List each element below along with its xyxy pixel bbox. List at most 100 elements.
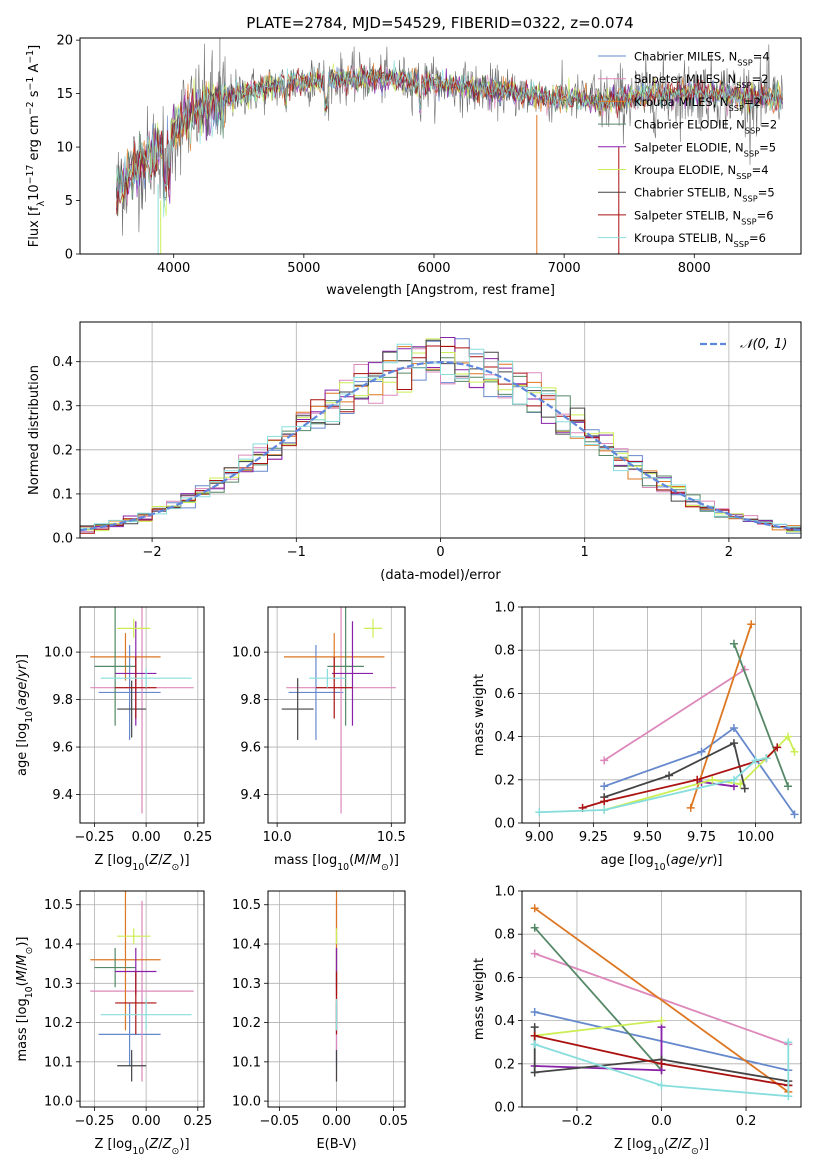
y-tick-label: 10.3 [232, 977, 261, 992]
weight-series [689, 624, 753, 809]
weight-marker [773, 743, 782, 752]
z-axis-label: Z [log10(Z/Z⊙)] [94, 1137, 189, 1157]
x-tick-label: 9.00 [525, 830, 554, 845]
weight-series [534, 1019, 662, 1037]
weight-series [603, 668, 746, 762]
weight-marker [530, 1040, 539, 1049]
x-tick-label: 0.25 [183, 1114, 212, 1129]
y-tick-label: 10.5 [44, 898, 73, 913]
legend-label: Chabrier MILES, NSSP=4 [634, 50, 770, 68]
y-tick-label: 10 [56, 141, 73, 156]
x-tick-label: −0.25 [75, 1114, 115, 1129]
y-tick-label: 9.6 [240, 741, 261, 756]
x-tick-label: 0.0 [651, 1114, 672, 1129]
weight-marker [530, 923, 539, 932]
y-tick-label: 10.2 [44, 1016, 73, 1031]
weight-marker [600, 756, 609, 765]
spectrum-panel: 4000 5000 6000 7000 8000 0 5 10 15 20 wavelength [… [25, 34, 802, 298]
y-tick-label: 0 [65, 248, 73, 263]
panel-frame [267, 890, 406, 1108]
y-tick-label: 9.4 [240, 788, 261, 803]
weight-marker [600, 797, 609, 806]
weight-marker [657, 1016, 666, 1025]
y-tick-label: 0.0 [52, 532, 73, 547]
weight-marker [784, 732, 793, 741]
y-tick-label: 10.2 [232, 1016, 261, 1031]
y-tick-label: 0.8 [494, 928, 515, 943]
x-tick-label: 9.50 [633, 830, 662, 845]
y-tick-label: 10.0 [232, 1095, 261, 1110]
legend-label: Salpeter ELODIE, NSSP=5 [634, 140, 776, 158]
y-tick-label: 9.6 [52, 741, 73, 756]
weight-marker [784, 782, 793, 791]
weight-marker [535, 808, 544, 817]
x-tick-label: 7000 [548, 261, 581, 276]
mass_vs_ebv-panel: −0.05 0.00 0.05 10.0 10.1 10.2 10.3 10.4 10.5 E(B… [232, 890, 408, 1152]
y-tick-label: 0.0 [494, 817, 515, 832]
y-tick-label: 0.2 [52, 443, 73, 458]
ebv-axis-label: E(B-V) [316, 1137, 356, 1152]
y-tick-label: 20 [56, 34, 73, 49]
residuals-frame [79, 321, 802, 539]
y-tick-label: 1.0 [494, 601, 515, 616]
mass-axis-label: mass [log10(M/M⊙)] [274, 853, 399, 873]
weight-marker [729, 775, 738, 784]
x-tick-label: 4000 [157, 261, 190, 276]
x-tick-label: 9.75 [687, 830, 716, 845]
age_vs_z-panel: −0.25 0.00 0.25 9.4 9.6 9.8 10.0 Z [log10(Z/Z⊙)… [15, 606, 212, 873]
weight-marker [530, 1031, 539, 1040]
weight-marker [600, 782, 609, 791]
y-tick-label: 10.0 [44, 1095, 73, 1110]
x-tick-label: 6000 [417, 261, 450, 276]
y-tick-label: 5 [65, 194, 73, 209]
y-tick-label: 10.4 [44, 938, 73, 953]
y-tick-label: 0.0 [494, 1101, 515, 1116]
x-tick-label: 10.00 [737, 830, 774, 845]
weight-marker [784, 1092, 793, 1101]
weight-y-label: mass weight [472, 958, 487, 1040]
weight-marker [657, 1059, 666, 1068]
legend-label: Chabrier STELIB, NSSP=5 [634, 186, 775, 204]
panel-frame [521, 606, 802, 824]
z-axis-label: Z [log10(Z/Z⊙)] [94, 853, 189, 873]
legend-label: Salpeter MILES, NSSP=2 [634, 72, 769, 90]
histograms [80, 337, 801, 536]
legend-label: 𝒩(0, 1) [740, 337, 787, 352]
weight-marker [686, 803, 695, 812]
spectrum-series [116, 60, 783, 218]
weight-marker [697, 747, 706, 756]
mass-axis-label: mass [log10(M/M⊙)] [15, 937, 35, 1062]
x-tick-label: −0.05 [259, 1114, 299, 1129]
z-axis-label: Z [log10(Z/Z⊙)] [614, 1137, 709, 1157]
spectrum-y-label: Flux [fλ10−17 erg cm−2 s−1 A−1] [25, 45, 47, 247]
x-tick-label: 0 [436, 545, 444, 560]
weight-lines [530, 904, 793, 1101]
y-tick-label: 10.5 [232, 898, 261, 913]
x-tick-label: 0.00 [132, 830, 161, 845]
x-tick-label: 9.25 [579, 830, 608, 845]
weight-marker [784, 1038, 793, 1047]
x-tick-label: 2 [725, 545, 733, 560]
y-tick-label: 0.2 [494, 1057, 515, 1072]
y-tick-label: 0.6 [494, 687, 515, 702]
weight-marker [790, 747, 799, 756]
y-tick-label: 10.0 [232, 646, 261, 661]
x-tick-label: 0.00 [132, 1114, 161, 1129]
weight-marker [693, 775, 702, 784]
panel-frame [521, 890, 802, 1108]
spectrum-legend: Chabrier MILES, NSSP=4 Salpeter MILES, NS… [598, 50, 777, 249]
x-tick-label: 0.2 [736, 1114, 757, 1129]
y-tick-label: 0.3 [52, 399, 73, 414]
x-tick-label: −0.25 [75, 830, 115, 845]
weight-marker [530, 1007, 539, 1016]
y-tick-label: 9.8 [240, 693, 261, 708]
y-tick-label: 10.1 [232, 1055, 261, 1070]
y-tick-label: 0.4 [494, 1014, 515, 1029]
y-tick-label: 1.0 [494, 885, 515, 900]
y-tick-label: 9.8 [52, 693, 73, 708]
weight-marker [708, 775, 717, 784]
legend-label: Kroupa MILES, NSSP=2 [634, 95, 761, 113]
errorbars [90, 607, 194, 814]
weight-series [733, 643, 789, 787]
